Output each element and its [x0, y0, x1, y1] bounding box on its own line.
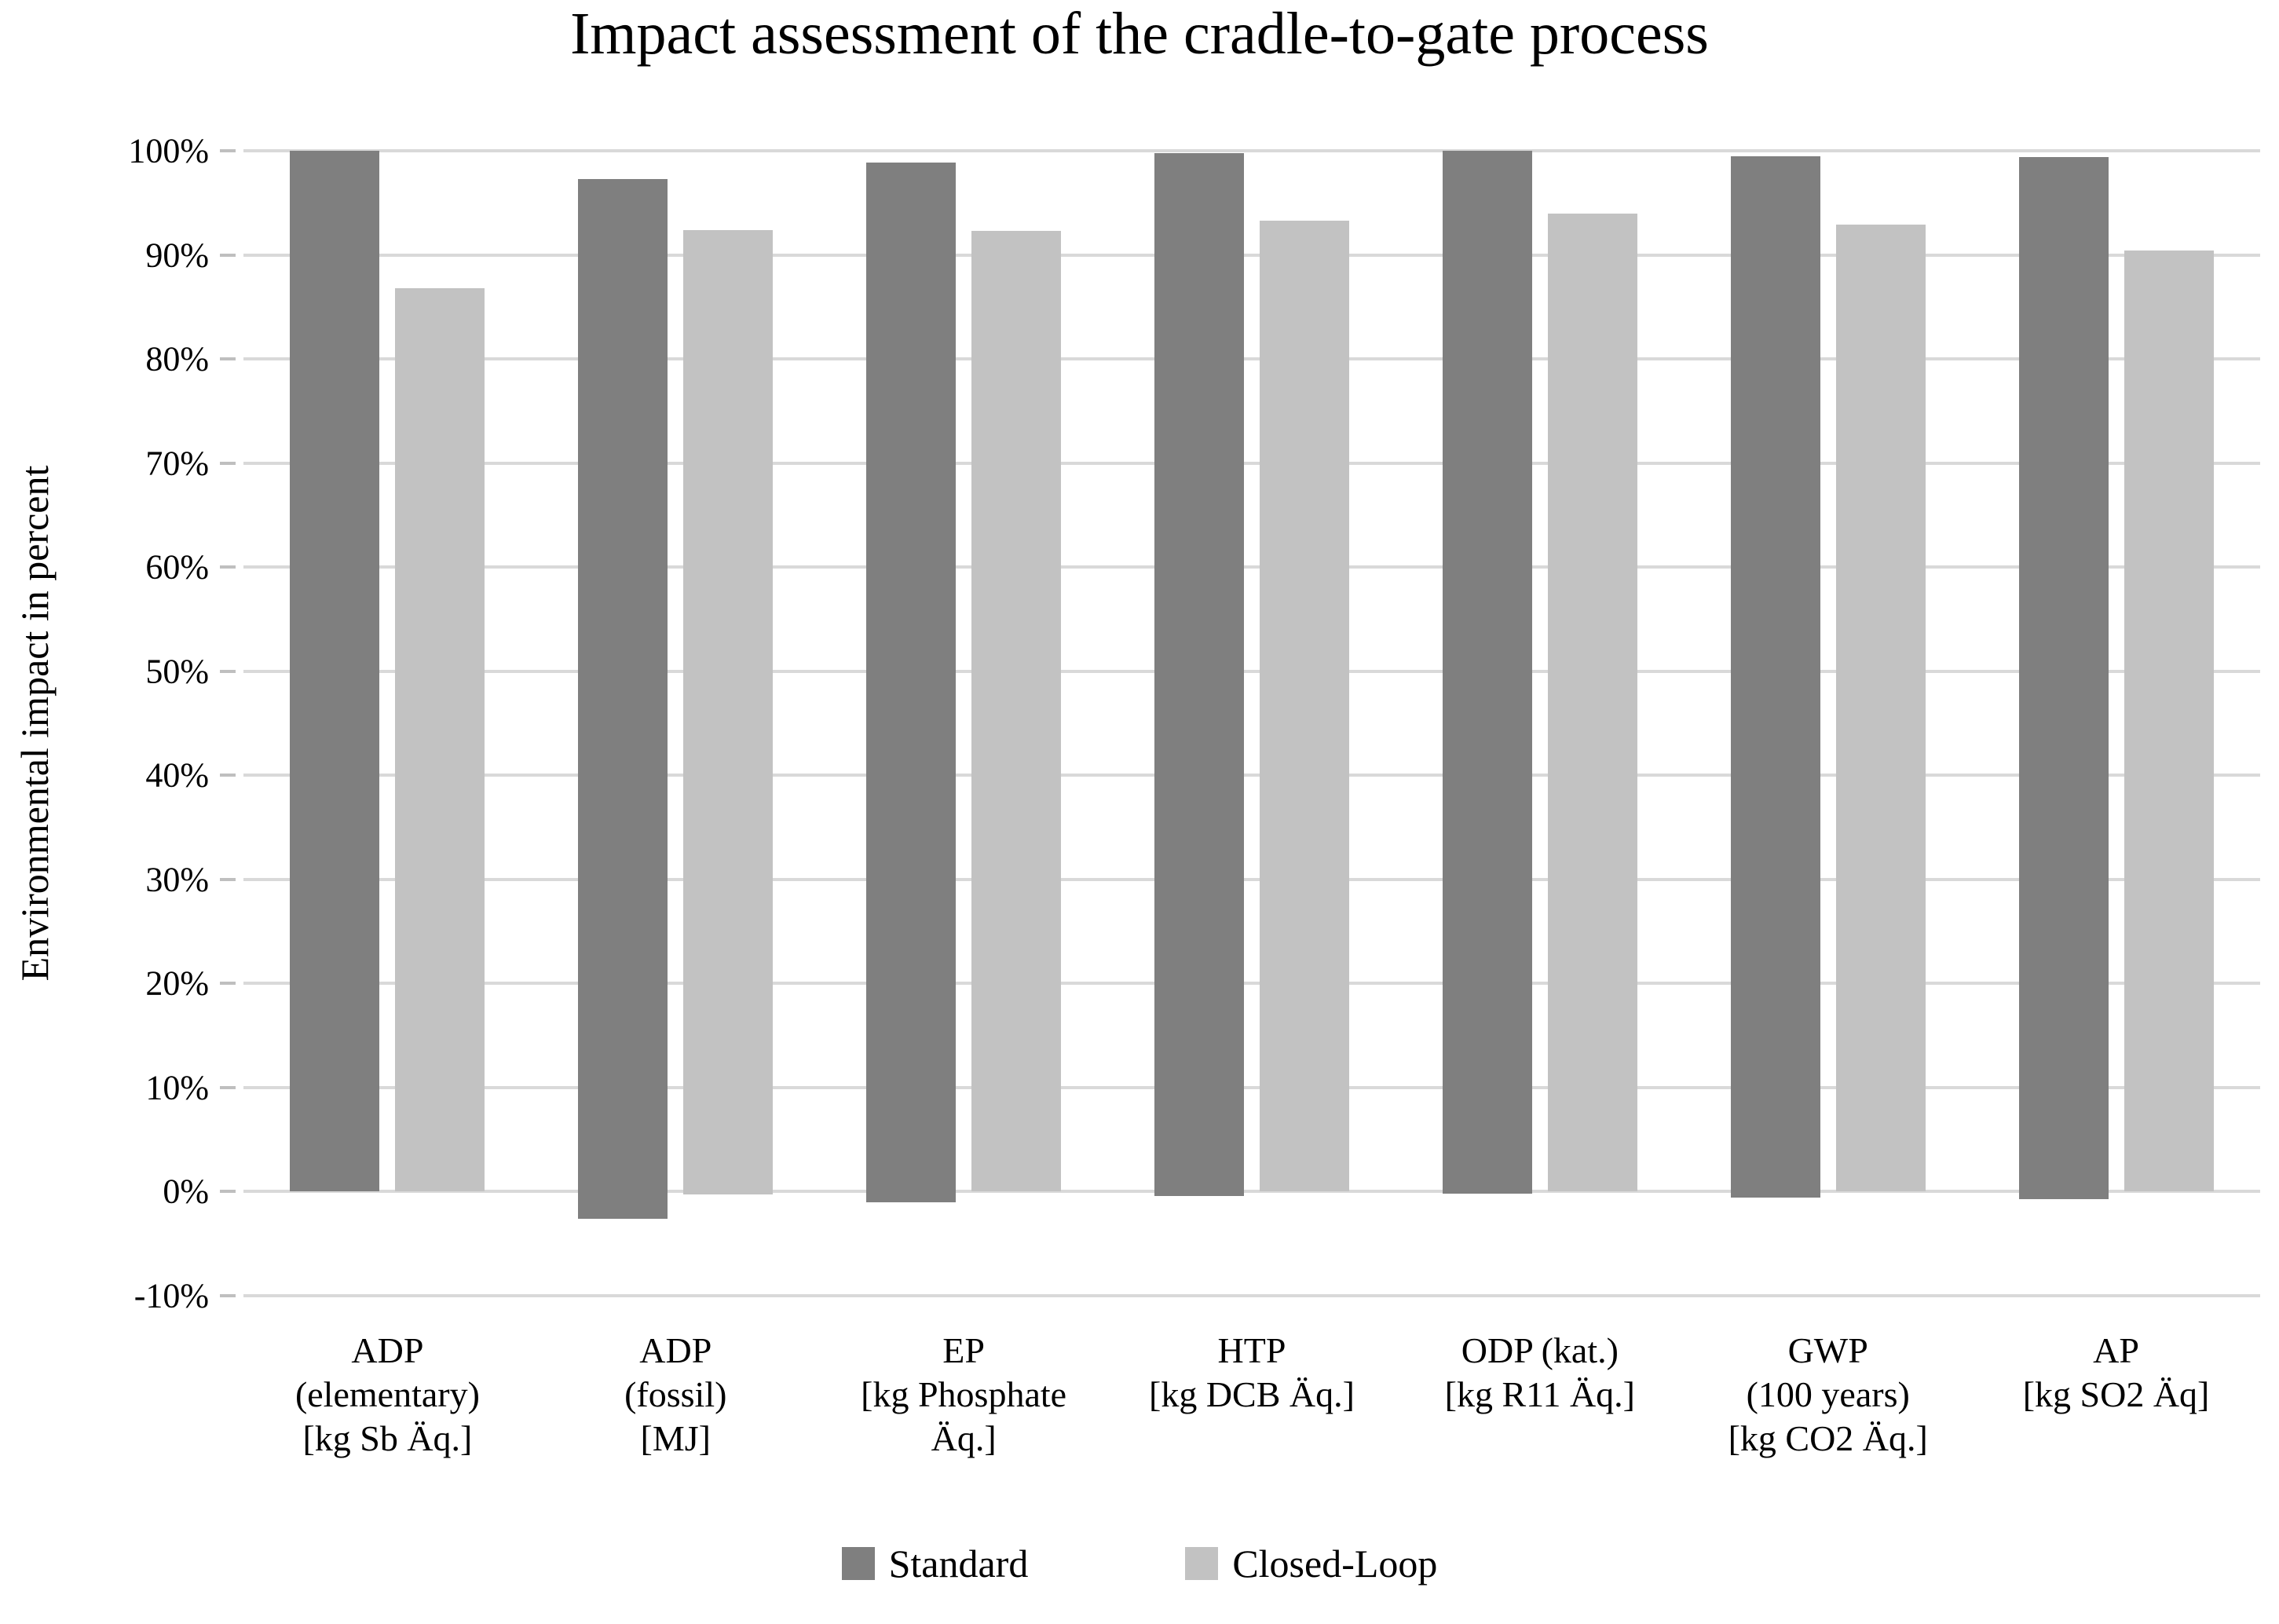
- gridline: [243, 1190, 2260, 1194]
- x-category-label-line: AP: [2093, 1330, 2139, 1370]
- legend-swatch: [841, 1547, 875, 1580]
- y-tick-label: 70%: [145, 444, 209, 483]
- bar-standard: [578, 178, 668, 1219]
- gridline: [243, 565, 2260, 569]
- legend: Standard Closed-Loop: [0, 1541, 2279, 1586]
- y-tick-mark: [220, 461, 236, 465]
- bar-closed-loop: [1260, 220, 1349, 1192]
- gridline: [243, 357, 2260, 361]
- y-tick-label: 10%: [145, 1068, 209, 1107]
- x-category-label-line: HTP: [1217, 1330, 1286, 1370]
- bar-standard: [1730, 155, 1820, 1198]
- x-category-label-line: [kg CO2 Äq.]: [1728, 1418, 1928, 1458]
- y-tick-label: 100%: [128, 131, 209, 170]
- bar-closed-loop: [395, 287, 485, 1192]
- legend-swatch: [1185, 1547, 1219, 1580]
- y-tick-label: 80%: [145, 339, 209, 379]
- y-tick-mark: [220, 669, 236, 673]
- x-category-label-line: (fossil): [624, 1374, 727, 1414]
- bar-standard: [1154, 152, 1244, 1196]
- x-category-label: AP [kg SO2 Äq]: [1972, 1329, 2260, 1417]
- bar-closed-loop: [2124, 251, 2214, 1192]
- x-category-label-line: GWP: [1787, 1330, 1868, 1370]
- gridline: [243, 1085, 2260, 1089]
- bar-standard: [2018, 156, 2109, 1199]
- bar-closed-loop: [971, 231, 1062, 1192]
- x-category-label-line: [kg SO2 Äq]: [2022, 1374, 2210, 1414]
- x-category-label: HTP [kg DCB Äq.]: [1108, 1329, 1396, 1417]
- x-category-label-line: [kg R11 Äq.]: [1444, 1374, 1636, 1414]
- x-category-label-line: [kg Phosphate: [861, 1374, 1067, 1414]
- x-category-label-line: EP: [942, 1330, 985, 1370]
- x-category-label-line: (elementary): [294, 1374, 480, 1414]
- bar-closed-loop: [1835, 225, 1926, 1192]
- x-category-label-line: Äq.]: [931, 1418, 997, 1458]
- y-tick-mark: [220, 982, 236, 986]
- y-tick-mark: [220, 774, 236, 777]
- y-tick-mark: [220, 357, 236, 361]
- chart-title: Impact assessment of the cradle-to-gate …: [570, 1, 1709, 67]
- y-tick-mark: [220, 877, 236, 881]
- x-category-label: ODP (kat.) [kg R11 Äq.]: [1396, 1329, 1684, 1417]
- legend-item-closed-loop: Closed-Loop: [1185, 1541, 1437, 1586]
- y-tick-mark: [220, 253, 236, 257]
- y-tick-mark: [220, 149, 236, 152]
- x-category-label-line: (100 years): [1746, 1374, 1910, 1414]
- y-tick-label: 40%: [145, 755, 209, 795]
- gridline: [243, 253, 2260, 257]
- legend-label: Closed-Loop: [1232, 1542, 1438, 1586]
- y-tick-label: 20%: [145, 964, 209, 1003]
- legend-item-standard: Standard: [841, 1541, 1029, 1586]
- y-tick-label: 60%: [145, 547, 209, 587]
- x-category-label: EP [kg Phosphate Äq.]: [820, 1329, 1108, 1461]
- bar-closed-loop: [683, 229, 774, 1195]
- x-category-label: GWP (100 years) [kg CO2 Äq.]: [1684, 1329, 1972, 1461]
- y-tick-label: 90%: [145, 236, 209, 275]
- bar-standard: [1442, 151, 1532, 1194]
- x-category-label-line: ODP (kat.): [1461, 1330, 1619, 1370]
- x-category-label-line: ADP: [351, 1330, 424, 1370]
- gridline: [243, 982, 2260, 986]
- x-category-label-line: [MJ]: [640, 1418, 711, 1458]
- legend-label: Standard: [888, 1542, 1029, 1586]
- gridline: [243, 1294, 2260, 1297]
- x-category-label-line: [kg Sb Äq.]: [302, 1418, 473, 1458]
- y-tick-mark: [220, 1190, 236, 1194]
- bar-standard: [290, 151, 380, 1192]
- x-category-label: ADP (elementary) [kg Sb Äq.]: [243, 1329, 532, 1461]
- x-category-label-line: [kg DCB Äq.]: [1149, 1374, 1355, 1414]
- y-tick-mark: [220, 565, 236, 569]
- gridline: [243, 149, 2260, 152]
- y-tick-mark: [220, 1085, 236, 1089]
- y-tick-label: 50%: [145, 652, 209, 691]
- y-tick-label: 30%: [145, 860, 209, 899]
- gridline: [243, 877, 2260, 881]
- y-tick-label: 0%: [163, 1172, 209, 1211]
- y-tick-mark: [220, 1294, 236, 1297]
- gridline: [243, 669, 2260, 673]
- bar-closed-loop: [1547, 213, 1637, 1192]
- gridline: [243, 774, 2260, 777]
- x-category-label-line: ADP: [639, 1330, 712, 1370]
- x-category-label: ADP (fossil) [MJ]: [532, 1329, 820, 1461]
- y-tick-label: -10%: [134, 1276, 209, 1315]
- bar-standard: [866, 162, 957, 1202]
- gridline: [243, 461, 2260, 465]
